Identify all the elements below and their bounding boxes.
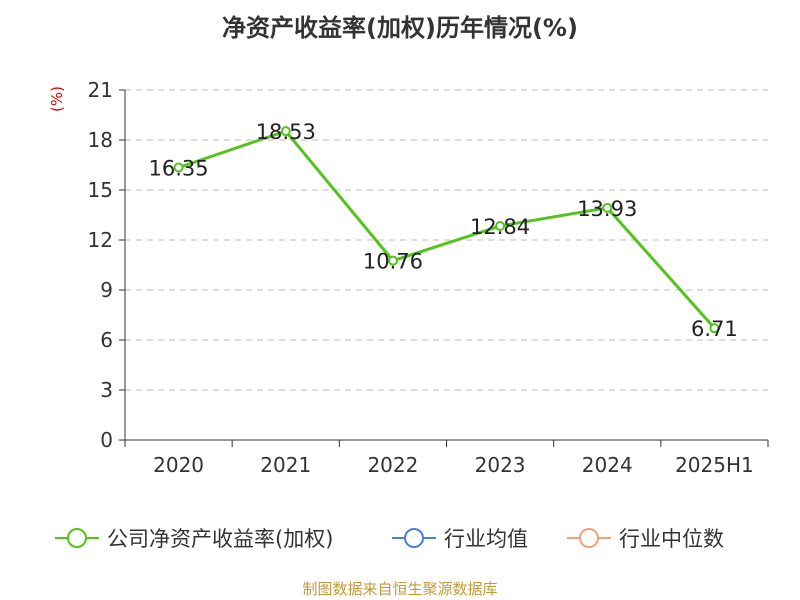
x-tick-label: 2020 <box>153 453 204 477</box>
series-line <box>178 129 716 330</box>
legend-item-industry-average[interactable]: 行业均值 <box>392 518 528 558</box>
legend-marker-blue-icon <box>392 528 436 548</box>
y-tick-labels: 0 3 6 9 12 15 18 21 <box>88 78 113 452</box>
data-point <box>495 221 506 231</box>
y-tick-label: 3 <box>100 378 113 402</box>
legend: 公司净资产收益率(加权) 行业均值 行业中位数 <box>0 518 800 558</box>
data-point <box>173 162 184 173</box>
series-layer <box>173 126 720 334</box>
data-label: 10.76 <box>363 250 423 274</box>
y-tick-label: 15 <box>88 178 113 202</box>
x-tick-label: 2022 <box>367 453 418 477</box>
chart-title: 净资产收益率(加权)历年情况(%) <box>222 14 578 42</box>
data-point <box>602 202 613 213</box>
y-tick-label: 9 <box>100 278 113 302</box>
axes <box>119 89 769 447</box>
data-label: 13.93 <box>577 197 637 221</box>
data-point <box>709 323 720 334</box>
x-tick-label: 2025H1 <box>675 453 754 477</box>
y-tick-label: 21 <box>88 78 113 102</box>
x-tick-label: 2024 <box>582 453 633 477</box>
x-tick-label: 2023 <box>475 453 526 477</box>
data-point <box>387 255 398 266</box>
data-point <box>280 126 291 137</box>
data-label: 6.71 <box>691 317 738 341</box>
x-tick-labels: 2020 2021 2022 2023 2024 2025H1 <box>153 453 754 477</box>
data-label: 18.53 <box>256 120 316 144</box>
data-label: 12.84 <box>470 215 530 239</box>
y-tick-label: 0 <box>100 428 113 452</box>
source-note: 制图数据来自恒生聚源数据库 <box>302 580 498 598</box>
legend-label-company: 公司净资产收益率(加权) <box>107 527 334 551</box>
legend-label-industry-median: 行业中位数 <box>619 527 724 551</box>
legend-item-company[interactable]: 公司净资产收益率(加权) <box>55 518 333 558</box>
y-tick-label: 12 <box>88 228 113 252</box>
legend-marker-green-icon <box>55 528 99 548</box>
data-labels: 16.35 18.53 10.76 12.84 13.93 6.71 <box>149 120 738 341</box>
x-tick-label: 2021 <box>260 453 311 477</box>
data-label: 16.35 <box>149 157 209 181</box>
legend-label-industry-average: 行业均值 <box>444 527 528 551</box>
y-tick-label: 6 <box>100 328 113 352</box>
y-tick-label: 18 <box>88 128 113 152</box>
legend-item-industry-median[interactable]: 行业中位数 <box>567 518 724 558</box>
legend-marker-orange-icon <box>567 528 611 548</box>
grid-lines <box>125 89 768 391</box>
